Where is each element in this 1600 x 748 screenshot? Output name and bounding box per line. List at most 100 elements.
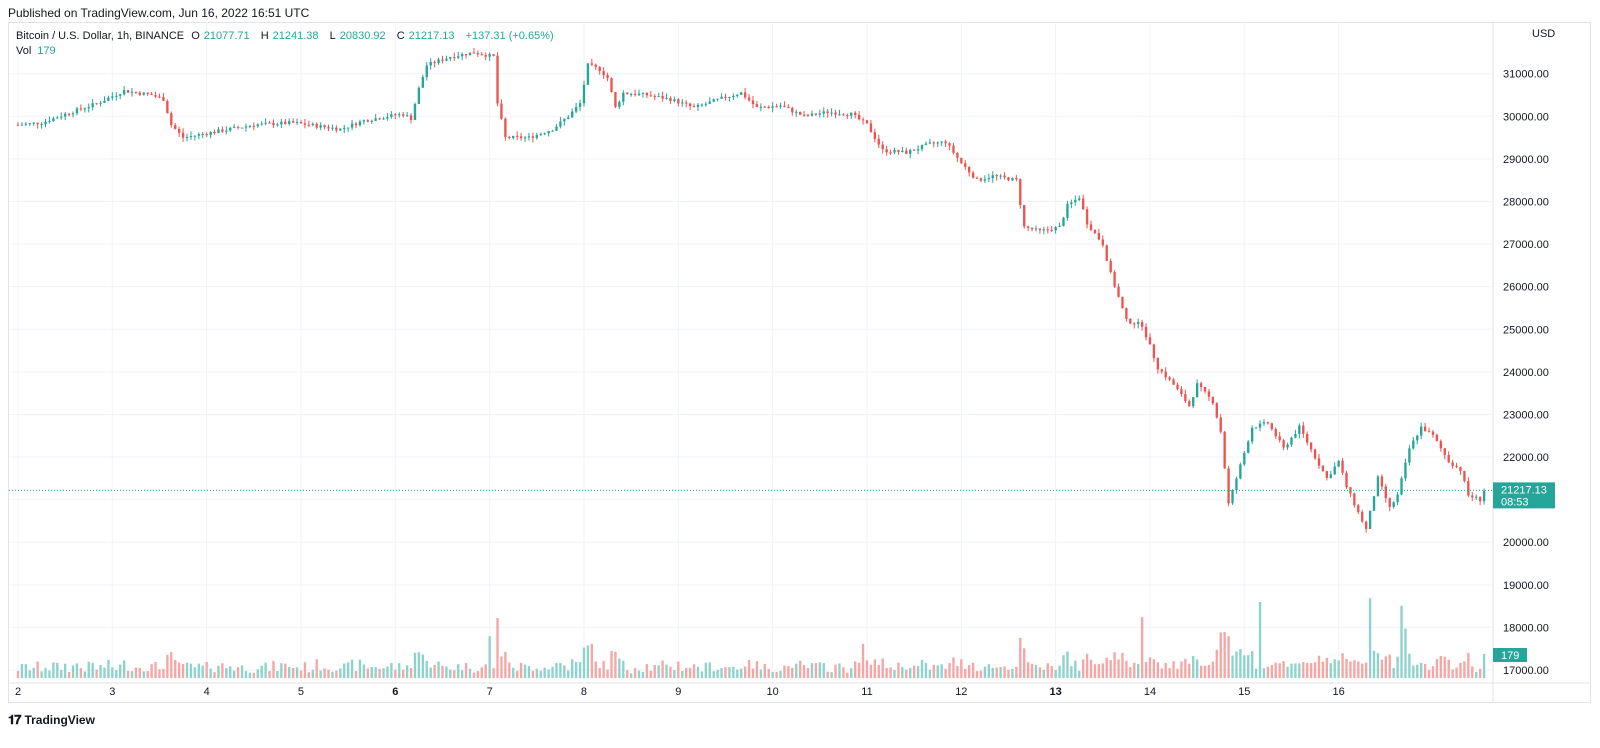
candle-body — [842, 114, 845, 116]
tradingview-logo[interactable]: 𝟏𝟕 TradingView — [8, 712, 95, 728]
candle-body — [720, 96, 723, 99]
volume-bar — [1247, 655, 1250, 678]
legend-close: C 21217.13 — [396, 30, 455, 42]
candle-body — [610, 78, 613, 92]
volume-bar — [1030, 663, 1034, 678]
candle-body — [460, 54, 464, 57]
volume-bar — [512, 667, 515, 678]
candle-body — [24, 123, 28, 125]
candle-body — [1121, 296, 1124, 309]
candle-body — [732, 96, 735, 98]
candle-body — [1019, 179, 1022, 206]
candle-body — [339, 128, 342, 131]
candle-body — [1427, 431, 1431, 433]
candle-body — [1353, 493, 1356, 506]
candle-body — [1097, 233, 1101, 240]
candle-body — [1416, 435, 1419, 441]
volume-bar — [1451, 669, 1454, 678]
candle-countdown: 08:53 — [1501, 496, 1529, 508]
volume-bar — [398, 663, 401, 678]
volume-bar — [229, 666, 232, 678]
candle-body — [500, 103, 503, 119]
candle-body — [822, 111, 825, 114]
volume-bar — [1227, 636, 1230, 678]
candle-body — [40, 124, 43, 126]
volume-bar — [20, 663, 24, 678]
candle-body — [177, 128, 181, 133]
candle-body — [1235, 478, 1238, 490]
candle-body — [1302, 425, 1305, 434]
volume-bar — [197, 663, 200, 678]
candle-body — [618, 101, 621, 108]
volume-bar — [889, 667, 892, 678]
candle-body — [484, 55, 487, 57]
candle-body — [421, 77, 425, 88]
volume-bar — [319, 670, 322, 678]
candle-body — [1345, 472, 1348, 488]
volume-bar — [260, 665, 263, 678]
volume-bar — [405, 665, 409, 678]
volume-bar — [1034, 665, 1038, 678]
candle-body — [60, 116, 63, 118]
volume-bar — [205, 661, 208, 678]
volume-bar — [158, 669, 161, 678]
volume-bar — [547, 669, 550, 678]
candle-body — [1113, 272, 1116, 287]
volume-bar — [928, 669, 932, 678]
volume-bar — [107, 659, 110, 678]
brand-text: TradingView — [24, 713, 95, 727]
x-tick-label: 8 — [581, 686, 587, 698]
volume-bar — [1412, 665, 1415, 678]
volume-bar — [67, 672, 71, 678]
volume-bar — [1050, 666, 1053, 678]
volume-bar — [468, 668, 472, 678]
volume-bar — [1184, 658, 1187, 678]
volume-bar — [1089, 659, 1093, 678]
legend-high: H 21241.38 — [260, 30, 319, 42]
candle-body — [681, 102, 684, 104]
y-tick-label: 20000.00 — [1503, 537, 1549, 549]
candle-body — [205, 134, 208, 136]
candle-body — [1180, 389, 1183, 394]
volume-bar — [1215, 649, 1218, 678]
volume-bar — [441, 665, 444, 678]
candle-body — [755, 104, 759, 107]
candle-body — [142, 92, 145, 95]
candle-body — [857, 114, 861, 120]
candle-body — [374, 118, 377, 121]
volume-bar — [244, 671, 248, 678]
candle-body — [1054, 226, 1057, 231]
candle-body — [893, 149, 896, 153]
volume-bar — [484, 664, 487, 678]
volume-bar — [795, 663, 798, 678]
candle-body — [1172, 379, 1175, 385]
candle-body — [1376, 476, 1380, 497]
volume-bar — [531, 670, 535, 678]
candle-body — [795, 111, 798, 113]
candle-body — [146, 92, 149, 94]
volume-bar — [248, 672, 252, 678]
volume-bar — [48, 670, 51, 678]
volume-bar — [629, 673, 633, 678]
candle-body — [1144, 326, 1148, 338]
volume-bar — [276, 670, 279, 678]
candle-body — [728, 96, 731, 98]
volume-bar — [1254, 668, 1258, 678]
volume-bar — [370, 666, 373, 678]
candle-body — [559, 121, 562, 127]
volume-bar — [677, 661, 680, 678]
candle-body — [99, 102, 102, 104]
candle-body — [36, 122, 39, 125]
volume-bar — [1239, 648, 1242, 678]
candle-body — [370, 120, 373, 122]
volume-bar — [767, 669, 770, 678]
candle-body — [979, 178, 983, 181]
candle-body — [912, 149, 916, 151]
volume-bar — [1463, 661, 1466, 678]
volume-bar — [291, 667, 295, 678]
legend-symbol: Bitcoin / U.S. Dollar, 1h, BINANCE — [16, 30, 185, 42]
volume-bar — [551, 666, 554, 678]
candle-body — [1156, 358, 1160, 370]
volume-bar — [1129, 667, 1132, 678]
